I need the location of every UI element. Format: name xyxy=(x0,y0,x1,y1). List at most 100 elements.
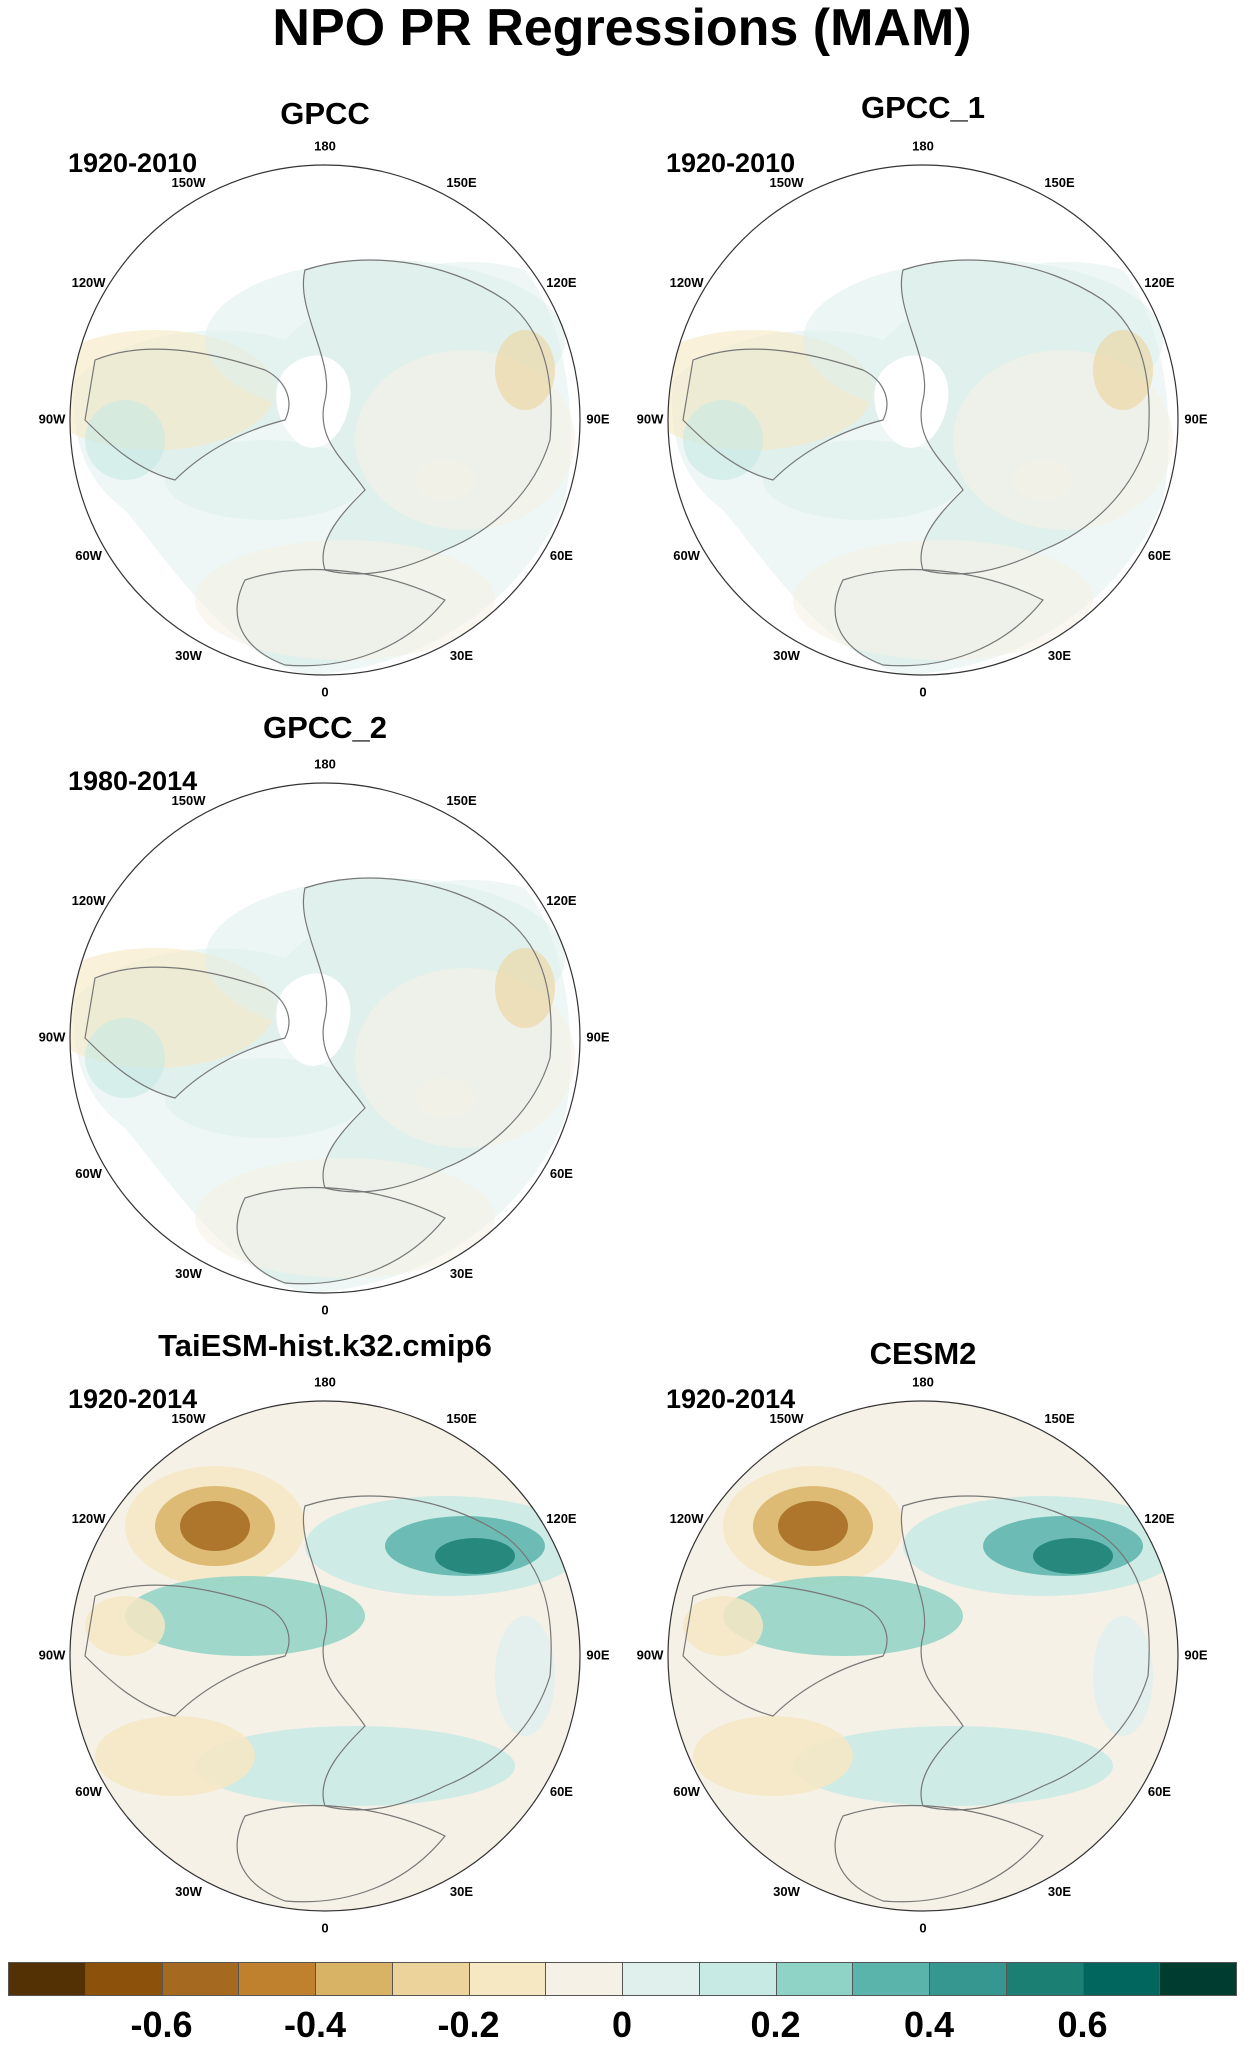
longitude-label: 90W xyxy=(39,1647,66,1662)
anomaly-shading xyxy=(793,540,1093,660)
panel-title: GPCC_2 xyxy=(262,710,388,745)
longitude-label: 60E xyxy=(550,548,573,563)
map-boundary xyxy=(667,1400,1179,1912)
panel-gpcc: GPCC 1920-2010 180 150E 120E 90E 60E 30E 0 30W 6… xyxy=(25,92,625,722)
anomaly-shading xyxy=(863,1816,1143,1896)
colorbar-label: 0 xyxy=(611,2004,633,2045)
coastline xyxy=(302,877,552,1193)
longitude-label: 90W xyxy=(39,1029,66,1044)
longitude-label: 150W xyxy=(172,175,207,190)
anomaly-shading xyxy=(125,1576,365,1656)
colorbar-swatch xyxy=(315,1962,393,1996)
longitude-label: 0 xyxy=(321,684,328,699)
colorbar-label: 0.6 xyxy=(1057,2004,1108,2045)
map-boundary xyxy=(69,782,581,1294)
longitude-label: 60W xyxy=(75,1784,102,1799)
longitude-label: 180 xyxy=(912,1374,934,1389)
longitude-label: 150E xyxy=(446,175,477,190)
anomaly-shading xyxy=(195,1726,515,1806)
coastline xyxy=(834,1805,1044,1903)
longitude-label: 120W xyxy=(670,1511,705,1526)
longitude-label: 150E xyxy=(1044,1411,1075,1426)
anomaly-shading xyxy=(435,1538,515,1574)
no-data-region xyxy=(874,355,949,448)
colorbar-label: -0.2 xyxy=(437,2004,500,2045)
coastline xyxy=(84,966,290,1099)
longitude-label: 90E xyxy=(586,1647,609,1662)
panel-taiesm: TaiESM-hist.k32.cmip6 1920-2014 180 150E 1… xyxy=(25,1328,625,1958)
longitude-label: 150W xyxy=(172,793,207,808)
longitude-label: 120W xyxy=(72,893,107,908)
coastline xyxy=(236,1187,446,1285)
coastline xyxy=(236,569,446,667)
longitude-label: 90W xyxy=(637,411,664,426)
longitude-label: 150W xyxy=(770,175,805,190)
anomaly-shading xyxy=(683,1596,763,1656)
longitude-label: 60E xyxy=(550,1166,573,1181)
colorbar-label: 0.4 xyxy=(903,2004,955,2045)
longitude-label: 0 xyxy=(919,684,926,699)
longitude-label: 120E xyxy=(1144,275,1175,290)
colorbar-label: 0.2 xyxy=(750,2004,801,2045)
anomaly-shading xyxy=(1093,330,1153,410)
anomaly-shading xyxy=(95,1716,255,1796)
colorbar-swatch xyxy=(391,1962,470,1996)
colorbar-swatch xyxy=(1082,1962,1161,1996)
coastline xyxy=(302,259,552,575)
anomaly-shading xyxy=(85,1018,165,1098)
anomaly-shading xyxy=(85,400,165,480)
longitude-label: 90E xyxy=(1184,1647,1207,1662)
longitude-label: 180 xyxy=(912,138,934,153)
anomaly-shading xyxy=(683,400,763,480)
coastline xyxy=(84,1584,290,1717)
colorbar-label: -0.4 xyxy=(283,2004,347,2045)
longitude-label: 30E xyxy=(450,1266,473,1281)
panel-period: 1920-2010 xyxy=(666,148,796,178)
anomaly-shading xyxy=(1013,460,1073,500)
colorbar-swatch xyxy=(8,1962,86,1996)
longitude-label: 0 xyxy=(321,1302,328,1317)
colorbar-swatch xyxy=(1159,1962,1237,1996)
longitude-label: 60E xyxy=(1148,548,1171,563)
no-data-region xyxy=(276,973,351,1066)
longitude-label: 180 xyxy=(314,138,336,153)
colorbar-swatch xyxy=(775,1962,854,1996)
colorbar-swatch xyxy=(545,1962,623,1996)
colorbar-swatch xyxy=(468,1962,547,1996)
colorbar-swatch xyxy=(852,1962,930,1996)
panel-cesm2: CESM2 1920-2014 180 150E 120E 90E 60E 30E 0 30W… xyxy=(623,1328,1223,1958)
colorbar xyxy=(8,1962,1237,1996)
longitude-label: 180 xyxy=(314,756,336,771)
panel-gpcc-2: GPCC_2 1980-2014 180 150E 120E 90E 60E 30E 0 30… xyxy=(25,710,625,1340)
anomaly-shading xyxy=(415,460,475,500)
coastline xyxy=(900,259,1150,575)
longitude-label: 30W xyxy=(773,648,800,663)
longitude-label: 150W xyxy=(172,1411,207,1426)
polar-map: 180 150E 120E 90E 60E 30E 0 30W 60W 90W 120W 150W xyxy=(39,1374,610,1935)
panel-gpcc-1: GPCC_1 1920-2010 180 150E 120E 90E 60E 30E 0 30… xyxy=(623,90,1223,722)
coastline xyxy=(84,348,290,481)
panel-period: 1920-2014 xyxy=(666,1384,796,1414)
longitude-label: 120E xyxy=(546,275,577,290)
longitude-label: 150E xyxy=(446,793,477,808)
anomaly-shading xyxy=(778,1501,848,1551)
longitude-label: 30E xyxy=(1048,648,1071,663)
colorbar-swatch xyxy=(1005,1962,1084,1996)
coastline xyxy=(834,569,1044,667)
longitude-label: 30W xyxy=(175,1266,202,1281)
anomaly-shading xyxy=(495,330,555,410)
longitude-label: 120E xyxy=(546,893,577,908)
longitude-label: 60W xyxy=(75,1166,102,1181)
panel-period: 1920-2010 xyxy=(68,148,198,178)
colorbar-swatch xyxy=(929,1962,1007,1996)
polar-map: 180 150E 120E 90E 60E 30E 0 30W 60W 90W 120W 150W xyxy=(637,1374,1208,1935)
polar-map: 180 150E 120E 90E 60E 30E 0 30W 60W 90W 120W 150W xyxy=(637,138,1208,699)
colorbar-swatch xyxy=(698,1962,777,1996)
longitude-label: 0 xyxy=(919,1920,926,1935)
anomaly-shading xyxy=(195,540,495,660)
anomaly-shading xyxy=(195,1158,495,1278)
coastline xyxy=(682,1584,888,1717)
panel-title: GPCC xyxy=(280,96,370,131)
longitude-label: 120W xyxy=(72,275,107,290)
panel-title: CESM2 xyxy=(869,1336,977,1371)
